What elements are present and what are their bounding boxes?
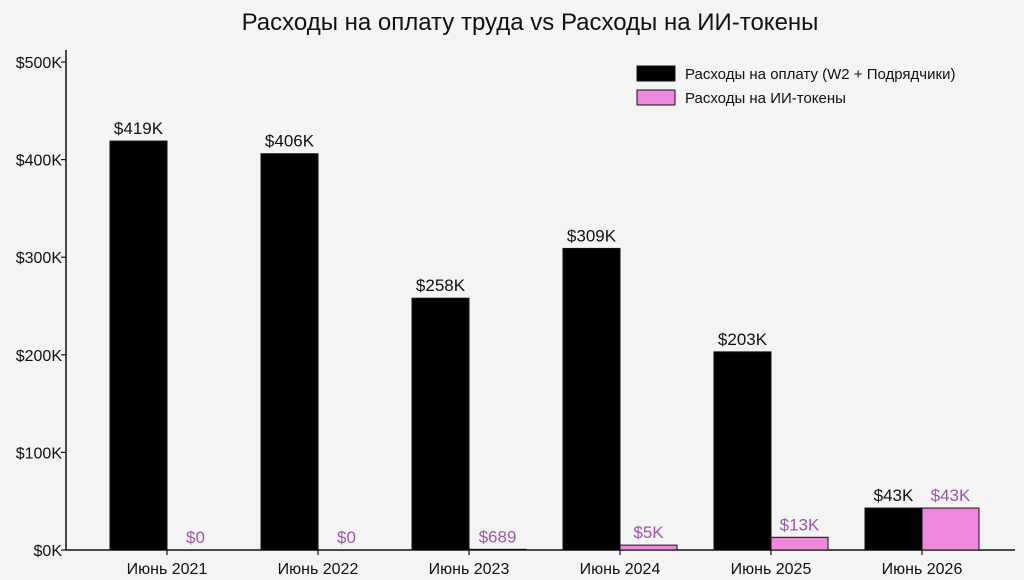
x-tick-label: Июнь 2024 xyxy=(580,561,661,578)
legend: Расходы на оплату (W2 + Подрядчики) Расхо… xyxy=(636,65,955,107)
labor-cost-bar xyxy=(562,247,621,551)
labor-cost-value-label: $406K xyxy=(265,132,315,151)
y-tick-label: $500K xyxy=(16,55,63,72)
y-tick-label: $300K xyxy=(16,250,63,267)
labor-cost-value-label: $309K xyxy=(567,226,617,245)
ai-token-bar xyxy=(468,548,527,551)
ai-token-value-label: $43K xyxy=(931,486,971,505)
labor-cost-bar xyxy=(109,140,168,551)
labor-cost-value-label: $419K xyxy=(114,119,164,138)
legend-label-labor: Расходы на оплату (W2 + Подрядчики) xyxy=(685,66,955,83)
x-tick-label: Июнь 2025 xyxy=(731,561,812,578)
x-tick-label: Июнь 2023 xyxy=(429,561,510,578)
y-tick-label: $100K xyxy=(16,445,63,462)
labor-cost-bar xyxy=(713,351,772,551)
labor-cost-value-label: $258K xyxy=(416,276,466,295)
ai-token-value-label: $0 xyxy=(186,528,205,547)
y-tick-label: $0K xyxy=(34,543,63,560)
ai-token-value-label: $5K xyxy=(633,523,664,542)
labor-cost-bar xyxy=(864,507,923,551)
axes: $0K $100K $200K $300K $400K $500K Июнь 2021 Июн… xyxy=(16,50,1015,578)
bar-labels: $419K $406K $258K $309K $203K $43K $0 $0 $689 $5K… xyxy=(114,119,971,547)
labor-cost-value-label: $203K xyxy=(718,330,768,349)
labor-cost-bar xyxy=(260,153,319,551)
x-tick-label: Июнь 2021 xyxy=(127,561,208,578)
labor-cost-value-label: $43K xyxy=(874,486,914,505)
ai-token-value-label: $689 xyxy=(479,527,517,546)
bars xyxy=(109,140,980,551)
y-tick-label: $200K xyxy=(16,348,63,365)
x-tick-label: Июнь 2026 xyxy=(882,561,963,578)
ai-token-value-label: $13K xyxy=(780,515,820,534)
ai-token-value-label: $0 xyxy=(337,528,356,547)
y-tick-label: $400K xyxy=(16,153,63,170)
ai-token-bar xyxy=(770,536,829,551)
legend-swatch-ai xyxy=(636,89,676,106)
x-tick-label: Июнь 2022 xyxy=(278,561,359,578)
chart-title: Расходы на оплату труда vs Расходы на ИИ… xyxy=(242,9,819,36)
legend-label-ai: Расходы на ИИ-токены xyxy=(685,90,846,107)
legend-swatch-labor xyxy=(636,65,676,82)
labor-cost-bar xyxy=(411,297,470,551)
ai-token-bar xyxy=(619,544,678,551)
ai-token-bar xyxy=(921,507,980,551)
